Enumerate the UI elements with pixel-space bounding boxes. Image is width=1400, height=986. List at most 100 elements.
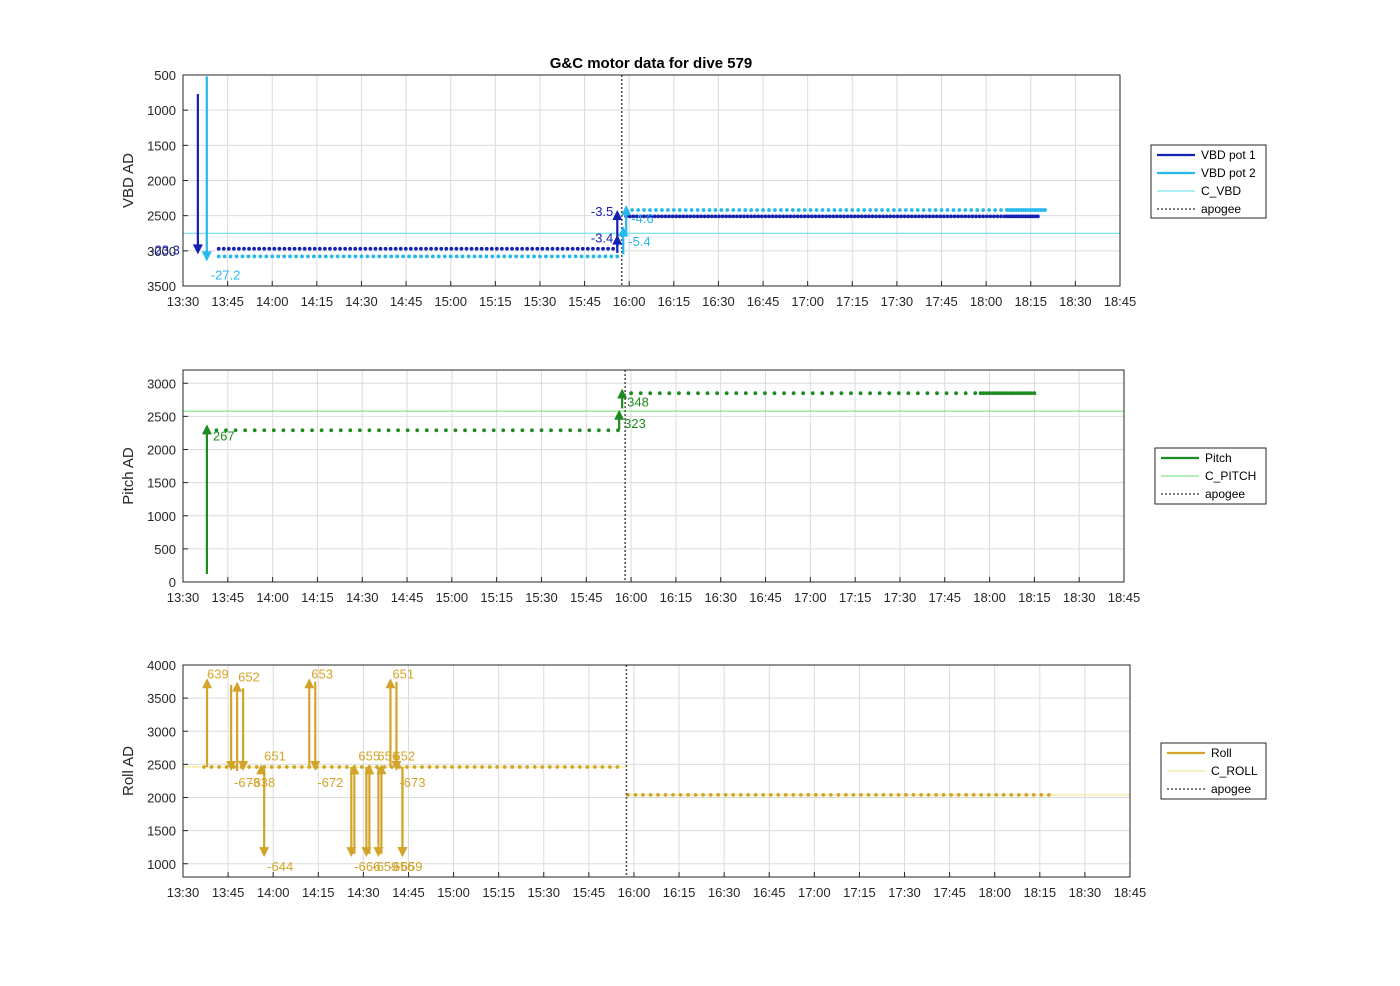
data-point [670,214,675,219]
x-tick-label: 16:45 [747,294,780,309]
data-point [975,208,980,212]
data-point [756,214,761,219]
legend-label: C_VBD [1201,184,1241,198]
data-point [319,428,324,433]
data-point [300,428,305,433]
data-point [606,428,611,433]
data-point [777,214,782,219]
data-point [693,792,698,797]
data-point [951,208,956,212]
data-point [459,246,464,251]
data-point [547,765,552,769]
motor-move-arrow-head [614,409,625,420]
motor-move-arrow-head [364,764,375,775]
data-point [799,214,804,219]
data-point [770,214,775,219]
y-tick-label: 0 [169,575,176,590]
data-point [645,214,650,219]
data-point [810,391,815,396]
data-point [246,254,251,259]
data-point [827,214,832,219]
data-point [957,208,962,212]
data-point [257,246,262,251]
data-point [649,214,654,219]
data-point [1043,208,1047,212]
data-point [897,208,902,212]
data-point [963,208,968,212]
data-point [856,208,861,212]
data-point [520,428,525,433]
data-point [896,792,901,797]
data-point [413,254,417,259]
data-point [838,208,843,212]
x-tick-label: 15:45 [573,885,606,900]
data-point [1011,391,1016,396]
data-point [294,254,298,259]
data-point [525,246,530,251]
vbd-panel: 13:30 13:45 14:00 14:15 14:30 14:45 15:00 15:15… [120,68,1267,309]
move-annotation: -638 [249,775,275,790]
data-point [886,208,890,212]
data-point [866,792,871,797]
data-point [592,765,597,769]
data-point [654,208,658,212]
data-point [927,214,932,219]
data-point [538,254,542,259]
data-point [663,214,668,219]
x-tick-label: 18:45 [1108,590,1141,605]
plot-area [183,370,1124,582]
data-point [678,792,683,797]
data-point [788,214,793,219]
x-tick-label: 15:30 [525,590,558,605]
data-point [656,792,660,797]
data-point [954,391,959,396]
data-point [813,792,818,797]
data-point [713,214,718,219]
data-point [877,214,882,219]
data-point [719,208,724,212]
x-tick-label: 15:45 [570,590,603,605]
data-point [348,246,353,251]
data-point [657,391,662,396]
y-tick-label: 3000 [147,244,176,259]
data-point [874,792,878,797]
x-tick-label: 14:30 [345,294,378,309]
data-point [478,254,483,259]
data-point [994,792,999,797]
x-tick-label: 15:30 [524,294,557,309]
data-point [988,214,993,219]
data-point [299,765,304,769]
data-point [915,208,920,212]
data-point [329,254,334,259]
move-annotation: 653 [311,666,333,681]
data-point [858,391,863,396]
data-point [677,208,682,212]
data-point [436,254,441,259]
x-tick-label: 13:45 [212,885,245,900]
data-point [383,254,388,259]
data-point [393,246,398,251]
data-point [281,428,286,433]
pitch-panel: 13:30 13:45 14:00 14:15 14:30 14:45 15:00 15:15… [120,369,1267,605]
data-point [540,246,545,251]
data-point [862,208,867,212]
data-point [702,214,707,219]
data-point [585,765,590,769]
x-tick-label: 16:15 [658,294,691,309]
move-annotation: -659 [396,859,422,874]
data-point [267,246,272,251]
data-point [720,214,725,219]
data-point [1024,792,1029,797]
data-point [341,254,346,259]
data-point [963,391,968,396]
data-point [555,254,560,259]
data-point [434,246,439,251]
data-point [317,254,322,259]
data-point [307,246,312,251]
data-point [791,792,796,797]
data-point [429,246,433,251]
data-point [389,254,394,259]
data-point [973,391,978,396]
data-point [761,208,765,212]
